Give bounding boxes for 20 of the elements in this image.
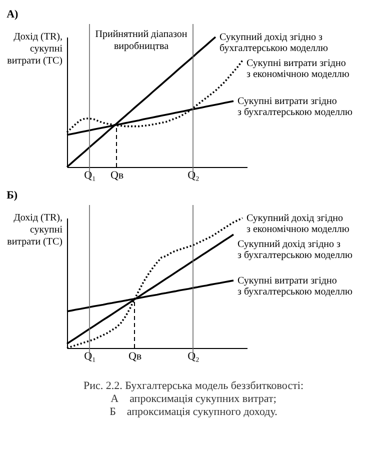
series-label: Сукупний дохід згідно з бухгалтерською моделлю xyxy=(220,32,328,54)
annotation: Прийнятний діапазон виробництва xyxy=(95,29,188,52)
x-tick-label: Q₂ xyxy=(188,350,200,362)
y-axis-title: Дохід (TR), сукупні витрати (TC) xyxy=(7,212,63,248)
series-label: Сукупний дохід згідно з економічною моделлю xyxy=(246,213,350,235)
x-tick-label: Qв xyxy=(128,350,142,362)
x-tick-label: Qв xyxy=(110,170,124,182)
y-axis-title: Дохід (TR), сукупні витрати (TC) xyxy=(7,32,63,66)
x-tick-label: Q₂ xyxy=(188,170,200,182)
series-label: Сукупний дохід згідно з з бухгалтерською моделлю xyxy=(238,239,353,261)
chart-title: Б) xyxy=(6,190,18,202)
chart-title: А) xyxy=(6,8,19,21)
x-tick-label: Q₁ xyxy=(84,170,96,182)
text: Б апроксимація сукупного доходу. xyxy=(110,406,278,418)
text: Рис. 2.2. Бухгалтерська модель беззбитковості: xyxy=(84,380,304,392)
series-label: Сукупні витрати згідно з бухгалтерською моделлю xyxy=(238,96,353,118)
x-tick-label: Q₁ xyxy=(84,350,96,362)
series-label: Сукупні витрати згідно з економічною моделлю xyxy=(246,58,350,80)
text: А апроксимація сукупних витрат; xyxy=(110,393,276,405)
series-label: Сукупні витрати згідно з бухгалтерською моделлю xyxy=(238,276,353,298)
